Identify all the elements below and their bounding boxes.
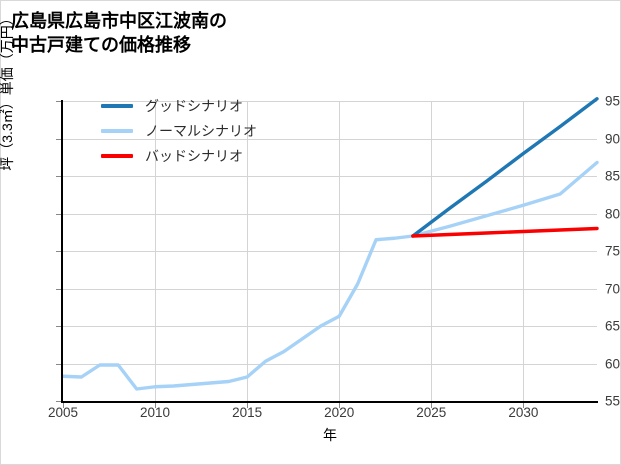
legend-item-label: ノーマルシナリオ — [145, 122, 257, 139]
gridline-vertical — [339, 101, 341, 401]
x-tick-mark — [339, 403, 341, 408]
gridline-horizontal — [63, 138, 597, 140]
y-tick-label: 65 — [604, 318, 620, 334]
series-lines — [61, 97, 599, 391]
y-tick-mark — [56, 288, 61, 290]
plot-area — [61, 97, 599, 401]
y-tick-label: 60 — [604, 356, 620, 371]
y-tick-mark — [56, 401, 61, 402]
x-tick-label: 2025 — [416, 405, 447, 420]
x-tick-label: 2020 — [324, 405, 355, 420]
x-tick-label: 2030 — [508, 405, 539, 420]
gridline-horizontal — [63, 363, 597, 365]
x-tick-mark — [63, 403, 64, 408]
y-tick-label: 70 — [604, 281, 620, 296]
series-line — [411, 97, 599, 238]
series-line — [61, 160, 599, 391]
x-tick-mark — [523, 403, 525, 408]
y-tick-mark — [56, 138, 61, 140]
y-tick-label: 90 — [604, 131, 620, 146]
x-tick-label: 2015 — [232, 405, 263, 420]
gridline-vertical — [155, 101, 157, 401]
gridline-vertical — [247, 101, 249, 401]
gridline-vertical — [431, 101, 433, 401]
x-tick-label: 2005 — [47, 405, 79, 420]
y-tick-mark — [56, 101, 61, 102]
gridline-vertical — [523, 101, 525, 401]
x-tick-mark — [247, 403, 249, 408]
legend-item-label: バッドシナリオ — [145, 147, 243, 164]
y-tick-label: 95 — [604, 93, 620, 109]
x-tick-mark — [155, 403, 157, 408]
y-tick-mark — [56, 251, 61, 252]
chart-title: 広島県広島市中区江波南の 中古戸建ての価格推移 — [11, 11, 227, 56]
gridline-horizontal — [63, 326, 597, 327]
y-tick-mark — [56, 326, 61, 327]
y-tick-label: 85 — [604, 168, 620, 184]
legend-swatch-icon — [101, 128, 133, 133]
y-tick-mark — [56, 213, 61, 215]
x-axis-line — [61, 401, 598, 403]
series-line — [411, 226, 599, 238]
x-axis-title: 年 — [323, 427, 337, 443]
y-tick-mark — [56, 363, 61, 365]
y-tick-label: 75 — [604, 243, 620, 259]
gridline-horizontal — [63, 251, 597, 252]
legend-item[interactable]: グッドシナリオ — [101, 93, 331, 118]
y-axis-line — [61, 100, 63, 402]
x-tick-label: 2010 — [140, 405, 171, 420]
y-tick-mark — [56, 176, 61, 177]
legend-item[interactable]: ノーマルシナリオ — [101, 118, 331, 143]
y-axis-title: 坪（3.3㎡）単価（万円） — [0, 11, 15, 171]
legend-swatch-icon — [101, 153, 133, 158]
gridline-horizontal — [63, 288, 597, 290]
legend-swatch-icon — [101, 103, 133, 108]
gridline-horizontal — [63, 101, 597, 102]
y-tick-label: 80 — [604, 206, 620, 221]
y-tick-label: 55 — [604, 393, 620, 409]
gridline-horizontal — [63, 213, 597, 215]
gridline-horizontal — [63, 176, 597, 177]
legend-item-label: グッドシナリオ — [145, 97, 243, 114]
chart-legend: グッドシナリオ ノーマルシナリオ バッドシナリオ — [101, 93, 331, 168]
legend-item[interactable]: バッドシナリオ — [101, 143, 331, 168]
x-tick-mark — [431, 403, 433, 408]
